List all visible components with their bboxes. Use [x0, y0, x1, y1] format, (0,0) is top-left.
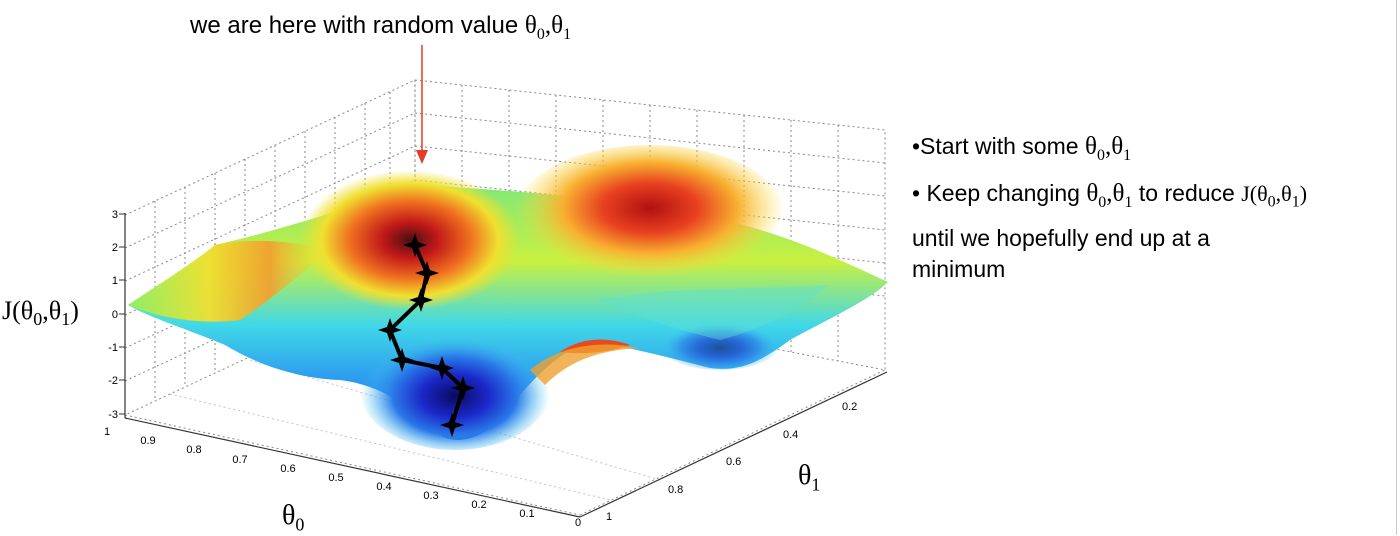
caption-theta-pair: θ0,θ1: [524, 12, 572, 43]
theta0-tick: 0: [575, 517, 581, 529]
z-axis-ticks: 3 2 1 0 -1 -2 -3: [108, 209, 118, 421]
surface-plot: 3 2 1 0 -1 -2 -3 1 0.9 0.8 0.7 0.6 0.5 0…: [104, 45, 888, 529]
note-minimum: minimum: [912, 256, 1006, 283]
note-until: until we hopefully end up at a: [912, 225, 1210, 252]
theta0-axis-ticks: 1 0.9 0.8 0.7 0.6 0.5 0.4 0.3 0.2 0.1 0: [104, 426, 581, 529]
theta0-tick: 0.8: [186, 444, 201, 456]
step-marker: [430, 356, 454, 380]
theta0-tick: 0.3: [423, 490, 438, 502]
step-marker: [378, 318, 402, 342]
z-tick: -1: [108, 342, 118, 354]
z-tick: -3: [108, 409, 118, 421]
theta0-tick: 0.2: [471, 499, 486, 511]
theta1-tick: 0.2: [842, 401, 857, 413]
theta1-tick: 0.8: [668, 484, 683, 496]
note-keep-changing: • Keep changing θ0,θ1 to reduce J(θ0,θ1): [912, 179, 1308, 211]
theta0-tick: 0.1: [519, 508, 534, 520]
z-tick: -2: [108, 375, 118, 387]
step-marker: [415, 261, 439, 285]
theta0-tick: 0.9: [140, 435, 155, 447]
step-marker: [451, 376, 475, 400]
algorithm-notes: •Start with some θ0,θ1 • Keep changing θ…: [912, 130, 1392, 295]
theta1-axis-ticks: 0 0.2 0.4 0.6 0.8 1: [606, 401, 857, 523]
cost-surface: [128, 145, 888, 450]
theta1-tick: 0.4: [783, 429, 798, 441]
note-start: •Start with some θ0,θ1: [912, 133, 1132, 164]
theta0-tick: 0.6: [280, 463, 295, 475]
step-marker: [440, 413, 464, 437]
theta0-tick: 0.7: [232, 454, 247, 466]
theta0-tick: 0.5: [328, 472, 343, 484]
caption-text: we are here with random value: [190, 12, 519, 39]
step-marker: [409, 288, 433, 312]
theta0-tick: 1: [104, 426, 110, 438]
theta1-tick: 0.6: [726, 456, 741, 468]
theta1-tick: 1: [606, 511, 612, 523]
z-axis-title: J(θ0,θ1): [2, 296, 79, 330]
z-tick: 2: [112, 242, 118, 254]
page-edge-rule: [1396, 0, 1397, 535]
descent-path: [378, 233, 475, 437]
z-tick: 3: [112, 209, 118, 221]
step-marker: [403, 233, 427, 257]
z-tick: 0: [112, 309, 118, 321]
step-marker: [390, 348, 414, 372]
start-caption: we are here with random value θ0,θ1: [190, 12, 571, 44]
theta0-axis-title: θ0: [282, 500, 305, 535]
theta0-tick: 0.4: [376, 481, 391, 493]
theta1-axis-title: θ1: [798, 460, 821, 495]
start-arrow: [416, 45, 428, 164]
z-tick: 1: [112, 275, 118, 287]
